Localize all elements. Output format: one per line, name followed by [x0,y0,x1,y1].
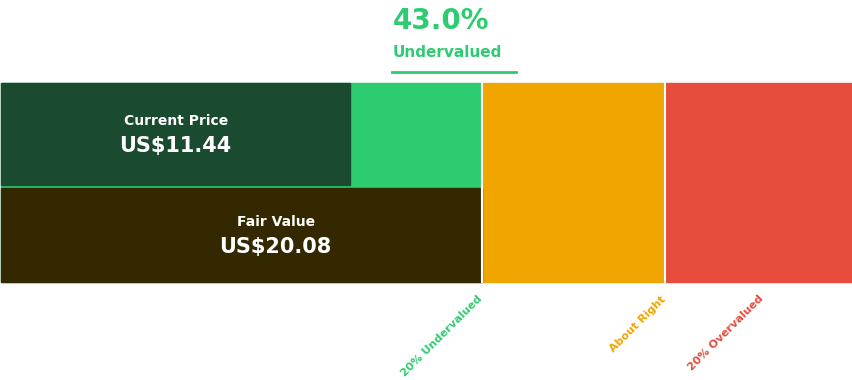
Text: Fair Value: Fair Value [236,215,314,229]
Bar [2,188,481,282]
Bar [481,83,664,282]
Bar [664,83,850,282]
Text: 20% Overvalued: 20% Overvalued [685,294,764,373]
Bar [2,83,349,185]
Bar [2,83,481,282]
Text: US$20.08: US$20.08 [219,237,331,257]
Text: Undervalued: Undervalued [392,45,501,60]
Text: Current Price: Current Price [124,114,227,128]
Text: 43.0%: 43.0% [392,7,488,35]
Text: About Right: About Right [607,294,666,353]
Text: US$11.44: US$11.44 [119,136,232,156]
Text: 20% Undervalued: 20% Undervalued [400,294,484,378]
